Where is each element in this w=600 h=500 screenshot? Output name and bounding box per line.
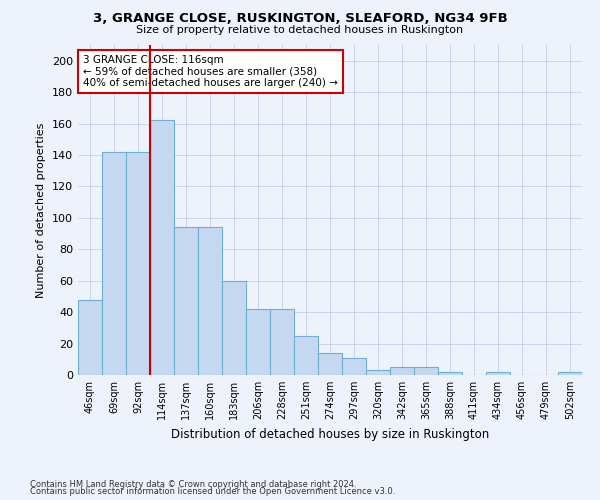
Text: 3 GRANGE CLOSE: 116sqm
← 59% of detached houses are smaller (358)
40% of semi-de: 3 GRANGE CLOSE: 116sqm ← 59% of detached… [83, 55, 338, 88]
X-axis label: Distribution of detached houses by size in Ruskington: Distribution of detached houses by size … [171, 428, 489, 440]
Bar [390, 367, 414, 375]
Text: Contains public sector information licensed under the Open Government Licence v3: Contains public sector information licen… [30, 488, 395, 496]
Bar [342, 358, 366, 375]
Text: 3, GRANGE CLOSE, RUSKINGTON, SLEAFORD, NG34 9FB: 3, GRANGE CLOSE, RUSKINGTON, SLEAFORD, N… [92, 12, 508, 26]
Bar [294, 336, 318, 375]
Text: Size of property relative to detached houses in Ruskington: Size of property relative to detached ho… [136, 25, 464, 35]
Bar [126, 152, 150, 375]
Bar [150, 120, 174, 375]
Y-axis label: Number of detached properties: Number of detached properties [37, 122, 46, 298]
Bar [222, 280, 246, 375]
Bar [486, 372, 510, 375]
Bar [558, 372, 582, 375]
Bar [318, 353, 342, 375]
Bar [102, 152, 126, 375]
Bar [270, 309, 294, 375]
Bar [246, 309, 270, 375]
Bar [174, 228, 198, 375]
Text: Contains HM Land Registry data © Crown copyright and database right 2024.: Contains HM Land Registry data © Crown c… [30, 480, 356, 489]
Bar [438, 372, 462, 375]
Bar [366, 370, 390, 375]
Bar [414, 367, 438, 375]
Bar [198, 228, 222, 375]
Bar [78, 300, 102, 375]
